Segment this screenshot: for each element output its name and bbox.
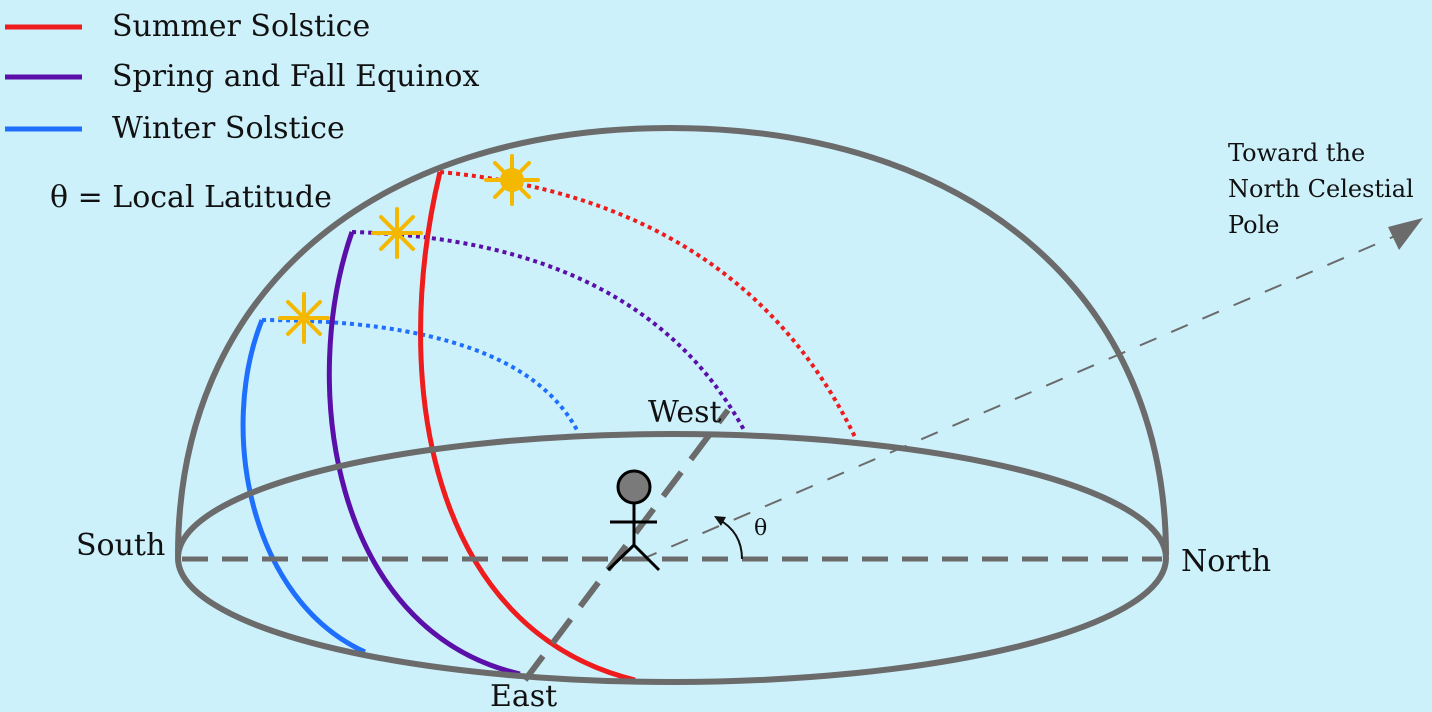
latitude-angle-arc: [717, 518, 743, 560]
east-west-axis: [522, 408, 731, 682]
pole-label-line-1: Toward the: [1228, 139, 1365, 167]
south-label: South: [76, 528, 165, 563]
axes: [182, 218, 1423, 682]
sun-paths-near-side: [240, 171, 636, 683]
horizon-ellipse: [175, 431, 1169, 685]
latitude-note: θ = Local Latitude: [50, 180, 332, 215]
equinox-path-near: [326, 231, 521, 677]
winter-path-near: [240, 319, 367, 655]
west-label: West: [648, 395, 722, 430]
sun-icon: [371, 207, 423, 259]
legend-label-winter: Winter Solstice: [112, 111, 345, 146]
dome-arc: [175, 124, 1169, 556]
pole-label-line-2: North Celestial: [1228, 175, 1414, 203]
direction-labels: South North East West θ: [76, 395, 1271, 712]
legend-label-equinox: Spring and Fall Equinox: [112, 59, 479, 94]
celestial-dome: [175, 124, 1169, 685]
pole-label-line-3: Pole: [1228, 211, 1280, 239]
theta-label: θ: [754, 516, 767, 541]
angle-arrow-icon: [714, 516, 726, 526]
pole-label: Toward the North Celestial Pole: [1228, 139, 1414, 239]
sun-icon: [278, 292, 330, 344]
pole-axis: [639, 235, 1396, 561]
observer-figure-icon: [606, 469, 661, 572]
north-label: North: [1181, 544, 1271, 579]
east-label: East: [490, 679, 557, 712]
summer-path-near: [418, 171, 636, 683]
legend: Summer Solstice Spring and Fall Equinox …: [5, 9, 479, 215]
observer-head: [616, 469, 652, 505]
sun-icon: [484, 154, 540, 206]
winter-path-far: [261, 318, 580, 433]
arrowhead-icon: [1388, 218, 1423, 250]
legend-label-summer: Summer Solstice: [112, 9, 370, 44]
